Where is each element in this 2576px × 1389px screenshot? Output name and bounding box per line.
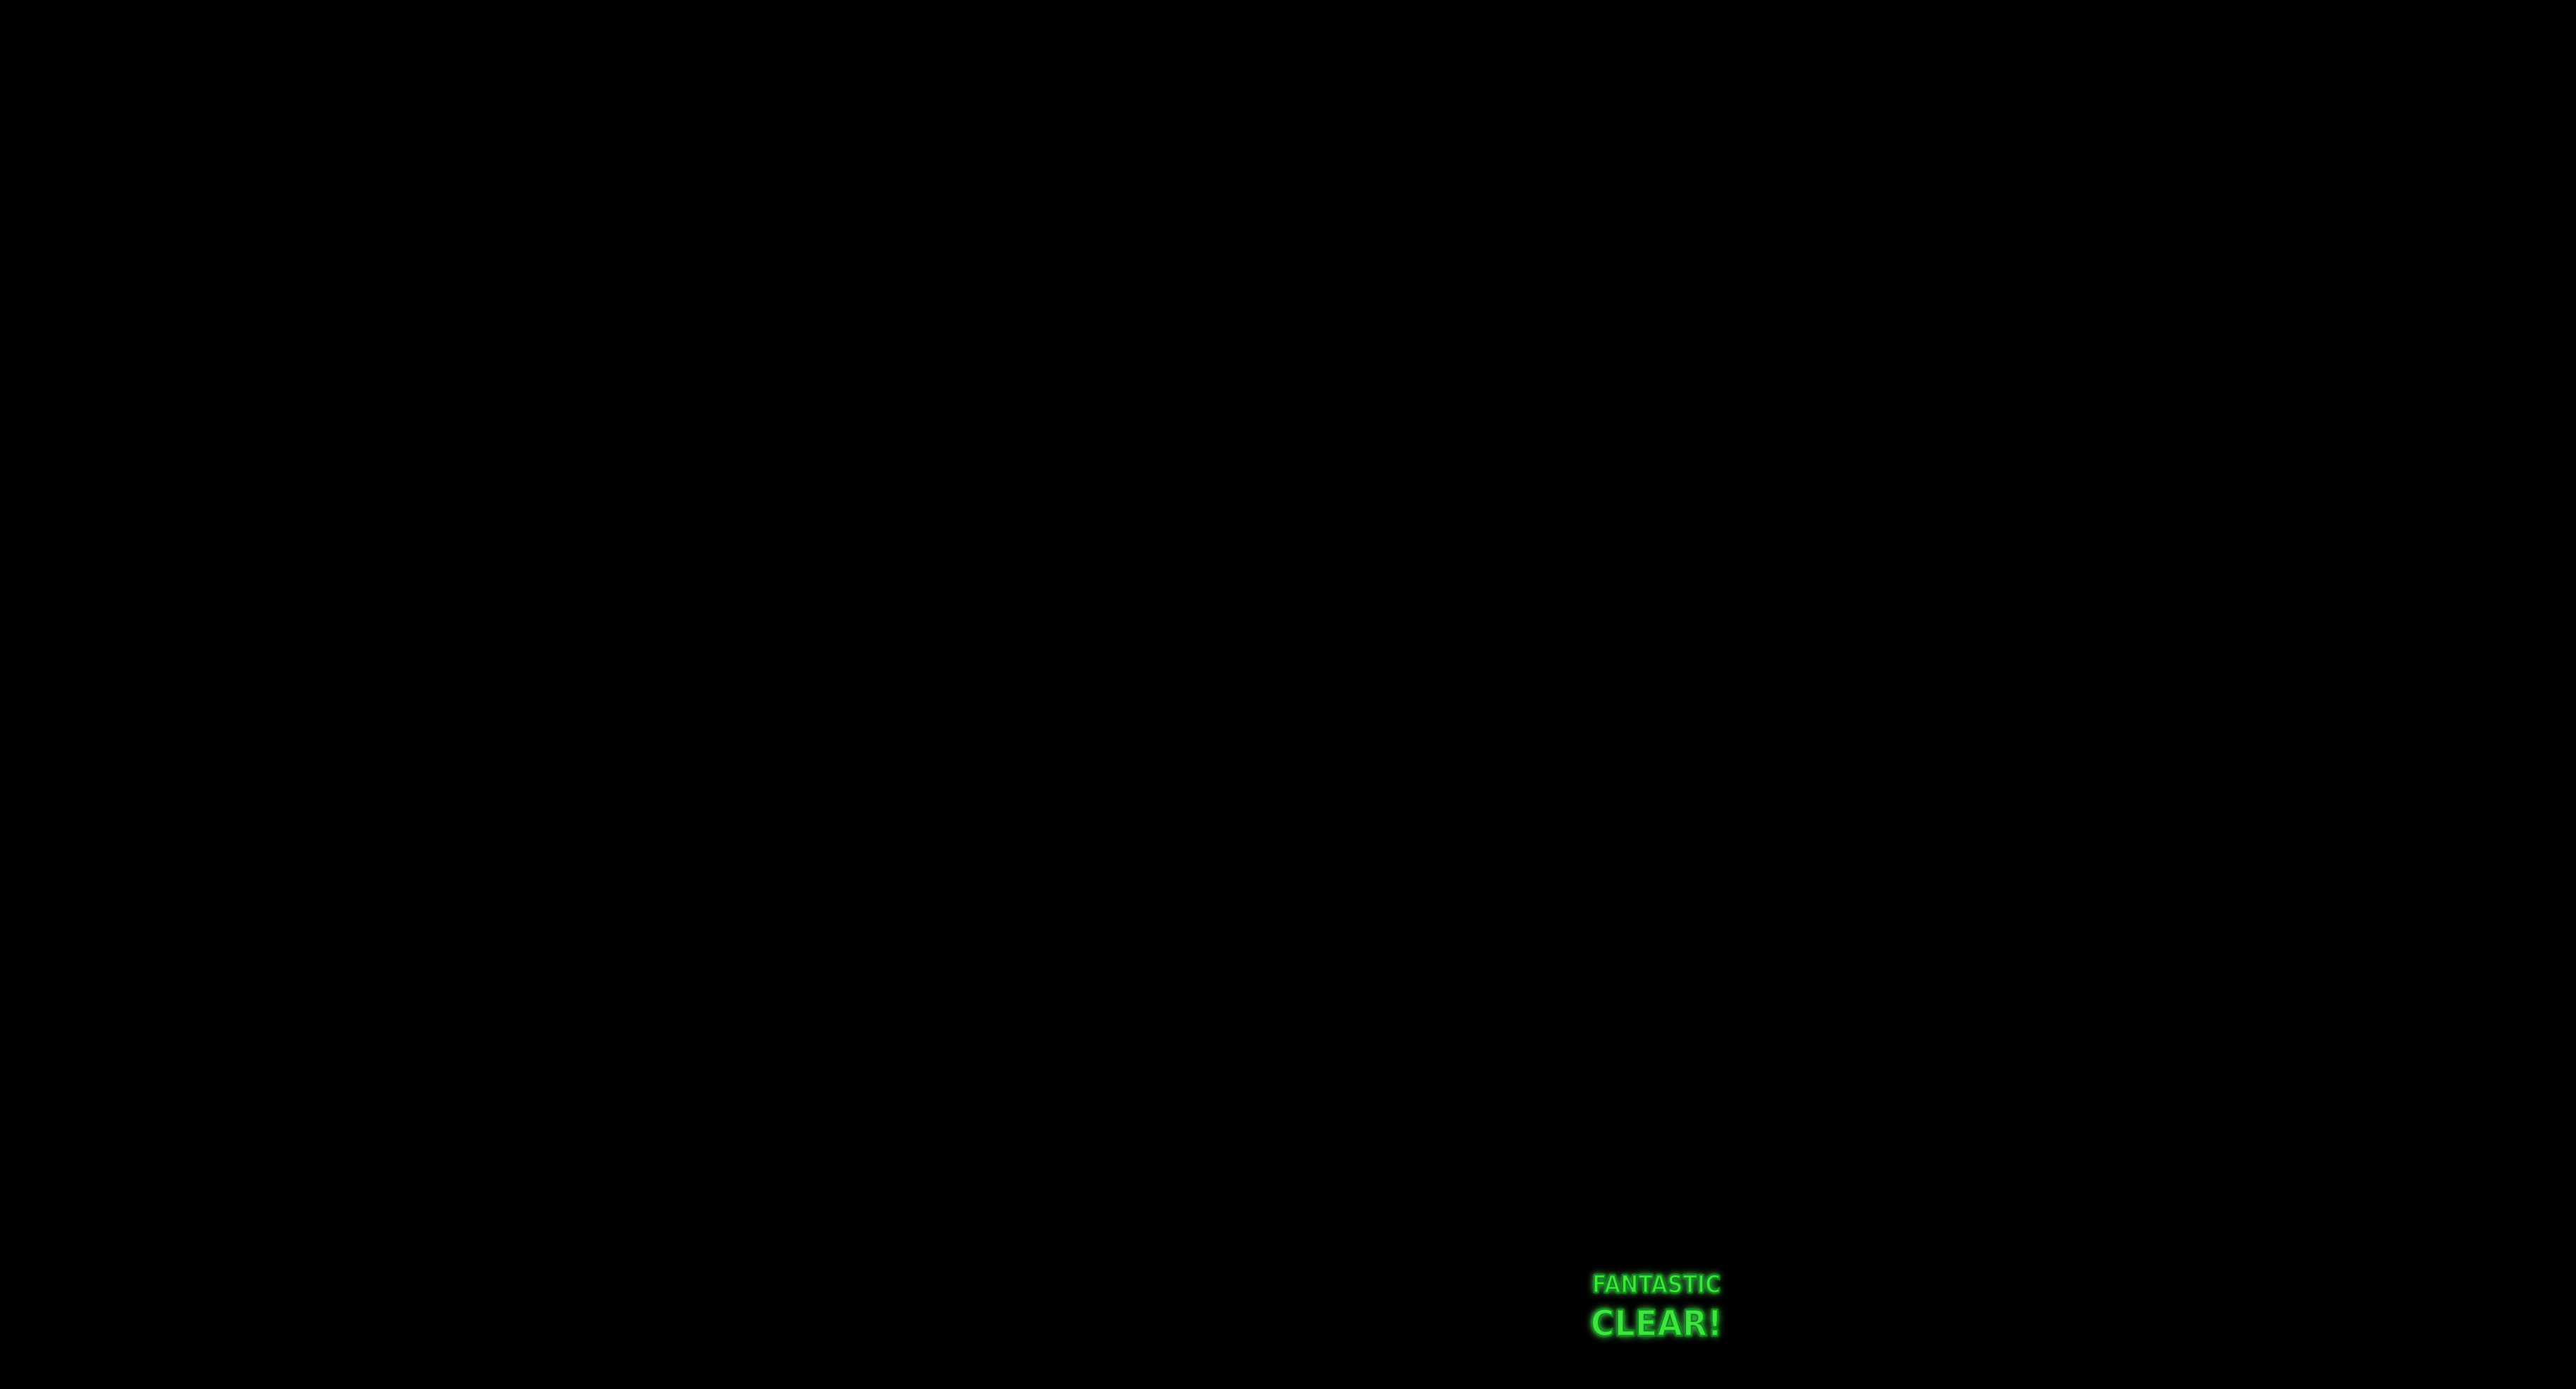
judgement-text-clear: CLEAR! [1590, 1302, 1723, 1345]
judgement-text-fantastic: FANTASTIC [1591, 1270, 1721, 1299]
